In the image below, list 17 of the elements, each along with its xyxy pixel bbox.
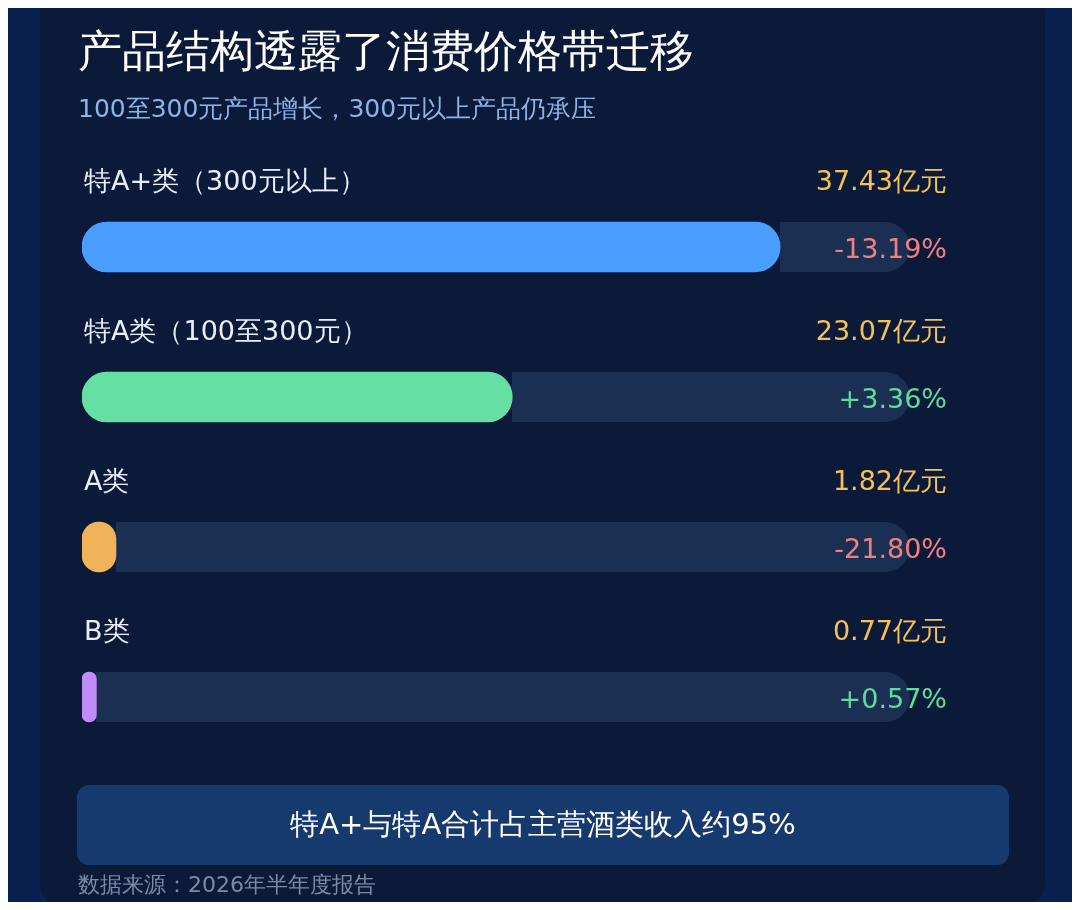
data-label: 23.07亿元 [815, 315, 947, 347]
bar [82, 671, 97, 723]
text: +0.57% [838, 683, 947, 715]
chart-subtitle: 100至300元产品增长，300元以上产品仍承压 [78, 93, 597, 125]
text: 特A+与特A合计占主营酒类收入约95% [77, 785, 1009, 865]
y-tick-label: A类 [84, 465, 130, 497]
data-label: 0.77亿元 [832, 615, 947, 647]
source-note: 数据来源：2026年半年度报告 [78, 871, 376, 899]
chart-title: 产品结构透露了消费价格带迁移 [78, 24, 694, 78]
text: -13.19% [834, 233, 947, 265]
y-tick-label: 特A类（100至300元） [84, 315, 368, 347]
data-label: 1.82亿元 [832, 465, 947, 497]
text: -21.80% [834, 533, 947, 565]
y-tick-label: B类 [84, 615, 130, 647]
y-tick-label: 特A+类（300元以上） [84, 165, 366, 197]
text: +3.36% [838, 383, 947, 415]
data-label: 37.43亿元 [815, 165, 947, 197]
